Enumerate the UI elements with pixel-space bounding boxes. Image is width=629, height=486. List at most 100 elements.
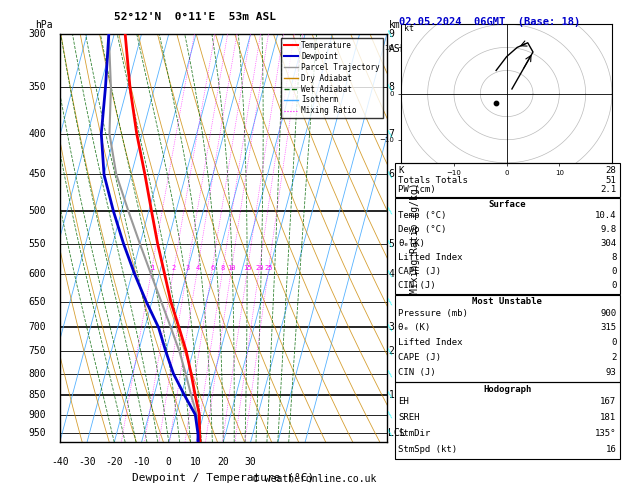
- Text: 0: 0: [166, 456, 172, 467]
- Text: © weatheronline.co.uk: © weatheronline.co.uk: [253, 473, 376, 484]
- Text: 16: 16: [606, 445, 616, 454]
- Text: 30: 30: [245, 456, 257, 467]
- Text: /: /: [387, 410, 396, 419]
- Text: Pressure (mb): Pressure (mb): [398, 309, 468, 317]
- Text: StmDir: StmDir: [398, 429, 430, 438]
- Text: Dewp (°C): Dewp (°C): [398, 225, 447, 234]
- Text: /: /: [387, 170, 396, 179]
- Text: 5: 5: [389, 239, 394, 249]
- Text: 167: 167: [600, 397, 616, 406]
- Text: K: K: [398, 166, 404, 174]
- Text: ASL: ASL: [389, 44, 406, 54]
- Text: Totals Totals: Totals Totals: [398, 175, 468, 185]
- Text: 10.4: 10.4: [595, 211, 616, 220]
- Text: hPa: hPa: [35, 20, 53, 30]
- Text: 450: 450: [28, 170, 46, 179]
- Text: Surface: Surface: [489, 200, 526, 209]
- Text: 1: 1: [150, 265, 154, 271]
- Text: /: /: [387, 347, 396, 356]
- Text: 28: 28: [606, 166, 616, 174]
- Text: CAPE (J): CAPE (J): [398, 353, 441, 362]
- Text: CIN (J): CIN (J): [398, 280, 436, 290]
- Text: 2: 2: [172, 265, 176, 271]
- Text: 350: 350: [28, 83, 46, 92]
- Text: CIN (J): CIN (J): [398, 368, 436, 377]
- Text: 3: 3: [389, 323, 394, 332]
- Text: SREH: SREH: [398, 413, 420, 422]
- Text: -20: -20: [106, 456, 123, 467]
- Text: /: /: [387, 297, 396, 306]
- Text: 135°: 135°: [595, 429, 616, 438]
- Text: 900: 900: [28, 410, 46, 419]
- Text: 750: 750: [28, 347, 46, 356]
- Text: 9: 9: [389, 29, 394, 39]
- Text: 300: 300: [28, 29, 46, 39]
- Text: 52°12'N  0°11'E  53m ASL: 52°12'N 0°11'E 53m ASL: [114, 12, 276, 22]
- Text: /: /: [387, 323, 396, 331]
- Text: 15: 15: [243, 265, 252, 271]
- Text: 2: 2: [611, 353, 616, 362]
- Text: 700: 700: [28, 323, 46, 332]
- Text: Dewpoint / Temperature (°C): Dewpoint / Temperature (°C): [132, 473, 314, 483]
- Text: 1: 1: [389, 390, 394, 400]
- Text: Temp (°C): Temp (°C): [398, 211, 447, 220]
- Text: /: /: [387, 129, 396, 138]
- Text: 8: 8: [221, 265, 225, 271]
- Text: 10: 10: [190, 456, 202, 467]
- Text: -10: -10: [133, 456, 150, 467]
- Text: 850: 850: [28, 390, 46, 400]
- Text: 20: 20: [218, 456, 229, 467]
- Text: 20: 20: [255, 265, 264, 271]
- Text: 02.05.2024  06GMT  (Base: 18): 02.05.2024 06GMT (Base: 18): [399, 17, 581, 27]
- Text: Lifted Index: Lifted Index: [398, 253, 463, 262]
- Text: EH: EH: [398, 397, 409, 406]
- Text: StmSpd (kt): StmSpd (kt): [398, 445, 457, 454]
- Text: Mixing Ratio (g/kg): Mixing Ratio (g/kg): [409, 182, 420, 294]
- Text: /: /: [387, 83, 396, 91]
- Text: 6: 6: [389, 170, 394, 179]
- Text: 0: 0: [611, 338, 616, 347]
- Text: 2: 2: [389, 347, 394, 356]
- Text: 950: 950: [28, 428, 46, 438]
- Text: θₑ(K): θₑ(K): [398, 239, 425, 248]
- Text: km: km: [389, 20, 400, 30]
- Text: 0: 0: [611, 267, 616, 276]
- Text: 4: 4: [196, 265, 199, 271]
- Text: 900: 900: [600, 309, 616, 317]
- Text: 315: 315: [600, 323, 616, 332]
- Text: -40: -40: [51, 456, 69, 467]
- Text: kt: kt: [404, 24, 414, 33]
- Legend: Temperature, Dewpoint, Parcel Trajectory, Dry Adiabat, Wet Adiabat, Isotherm, Mi: Temperature, Dewpoint, Parcel Trajectory…: [281, 38, 383, 119]
- Text: 8: 8: [389, 83, 394, 92]
- Text: 181: 181: [600, 413, 616, 422]
- Text: 7: 7: [389, 129, 394, 139]
- Text: /: /: [387, 391, 396, 399]
- Text: 500: 500: [28, 206, 46, 216]
- Text: 550: 550: [28, 239, 46, 249]
- Text: PW (cm): PW (cm): [398, 186, 436, 194]
- Text: 8: 8: [611, 253, 616, 262]
- Text: θₑ (K): θₑ (K): [398, 323, 430, 332]
- Text: /: /: [387, 207, 396, 215]
- Text: -30: -30: [78, 456, 96, 467]
- Text: CAPE (J): CAPE (J): [398, 267, 441, 276]
- Text: 6: 6: [210, 265, 214, 271]
- Text: 650: 650: [28, 297, 46, 307]
- Text: 4: 4: [389, 269, 394, 279]
- Text: /: /: [387, 369, 396, 378]
- Text: Lifted Index: Lifted Index: [398, 338, 463, 347]
- Text: 51: 51: [606, 175, 616, 185]
- Text: /: /: [387, 429, 396, 437]
- Text: /: /: [387, 240, 396, 248]
- Text: LCL: LCL: [389, 428, 406, 438]
- Text: 800: 800: [28, 369, 46, 379]
- Text: Most Unstable: Most Unstable: [472, 297, 542, 307]
- Point: [491, 99, 501, 106]
- Text: 25: 25: [264, 265, 273, 271]
- Text: /: /: [387, 30, 396, 38]
- Text: 10: 10: [227, 265, 236, 271]
- Text: 600: 600: [28, 269, 46, 279]
- Text: 9.8: 9.8: [600, 225, 616, 234]
- Text: 0: 0: [611, 280, 616, 290]
- Text: Hodograph: Hodograph: [483, 385, 532, 394]
